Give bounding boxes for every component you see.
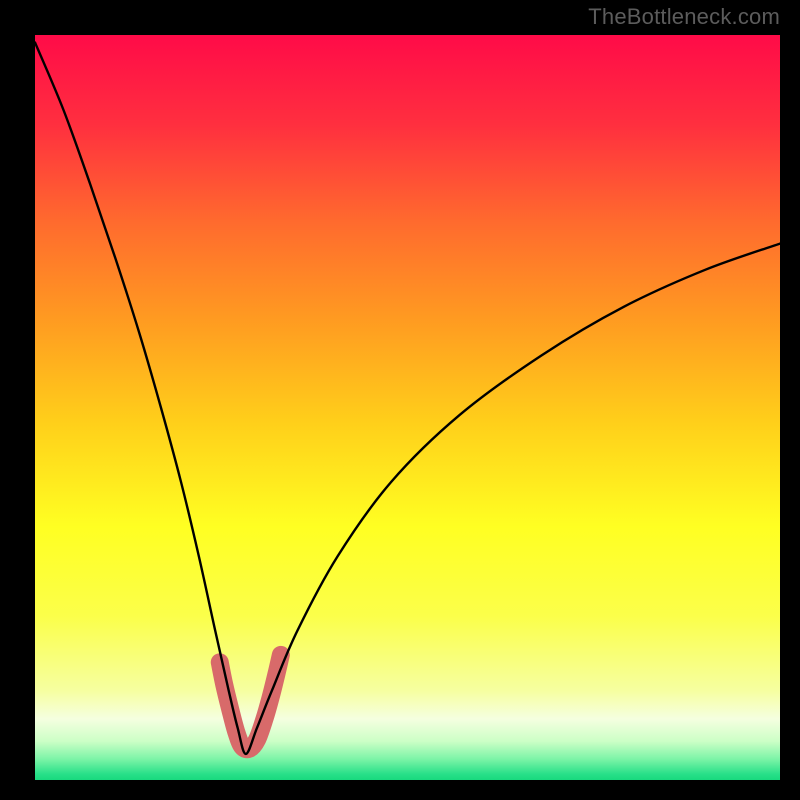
plot-gradient-area	[35, 35, 780, 780]
valley-marker-path	[220, 655, 281, 749]
curve-layer	[35, 35, 780, 780]
watermark-text: TheBottleneck.com	[588, 4, 780, 30]
bottleneck-curve-path	[35, 42, 780, 753]
stage: TheBottleneck.com	[0, 0, 800, 800]
